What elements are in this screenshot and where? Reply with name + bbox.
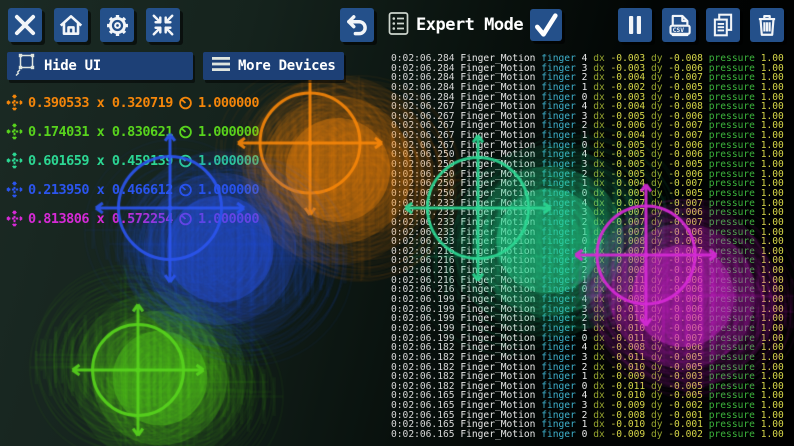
expert-mode-checkbox[interactable] (530, 9, 563, 41)
pause-button[interactable] (618, 8, 652, 42)
undo-icon (344, 12, 370, 38)
expert-mode-label: Expert Mode (416, 15, 524, 35)
svg-text:CSV: CSV (672, 27, 684, 34)
arrows-to-center-icon (150, 12, 176, 38)
close-icon (12, 12, 38, 38)
copy-icon (710, 12, 736, 38)
home-icon (58, 12, 84, 38)
more-devices-button[interactable]: More Devices (203, 52, 344, 80)
close-button[interactable] (8, 8, 42, 42)
hide-ui-button[interactable]: Hide UI (7, 52, 193, 80)
checkmark-icon (531, 10, 561, 40)
home-button[interactable] (54, 8, 88, 42)
clear-log-button[interactable] (750, 8, 784, 42)
toolbar-left-group (8, 8, 180, 42)
csv-file-icon: CSV (666, 12, 693, 39)
pause-icon (623, 13, 647, 37)
expert-mode-group: Expert Mode (388, 8, 563, 42)
more-devices-label: More Devices (238, 58, 336, 74)
gear-icon (104, 12, 131, 39)
copy-log-button[interactable] (706, 8, 740, 42)
undo-button[interactable] (340, 8, 374, 42)
toolbar-right-group: CSV (618, 8, 784, 42)
shrink-button[interactable] (146, 8, 180, 42)
export-csv-button[interactable]: CSV (662, 8, 696, 42)
expert-mode-icon (388, 11, 409, 40)
hamburger-menu-icon (211, 55, 231, 77)
trash-icon (754, 12, 780, 38)
hide-ui-label: Hide UI (44, 58, 101, 74)
hide-ui-icon (15, 52, 37, 80)
settings-button[interactable] (100, 8, 134, 42)
